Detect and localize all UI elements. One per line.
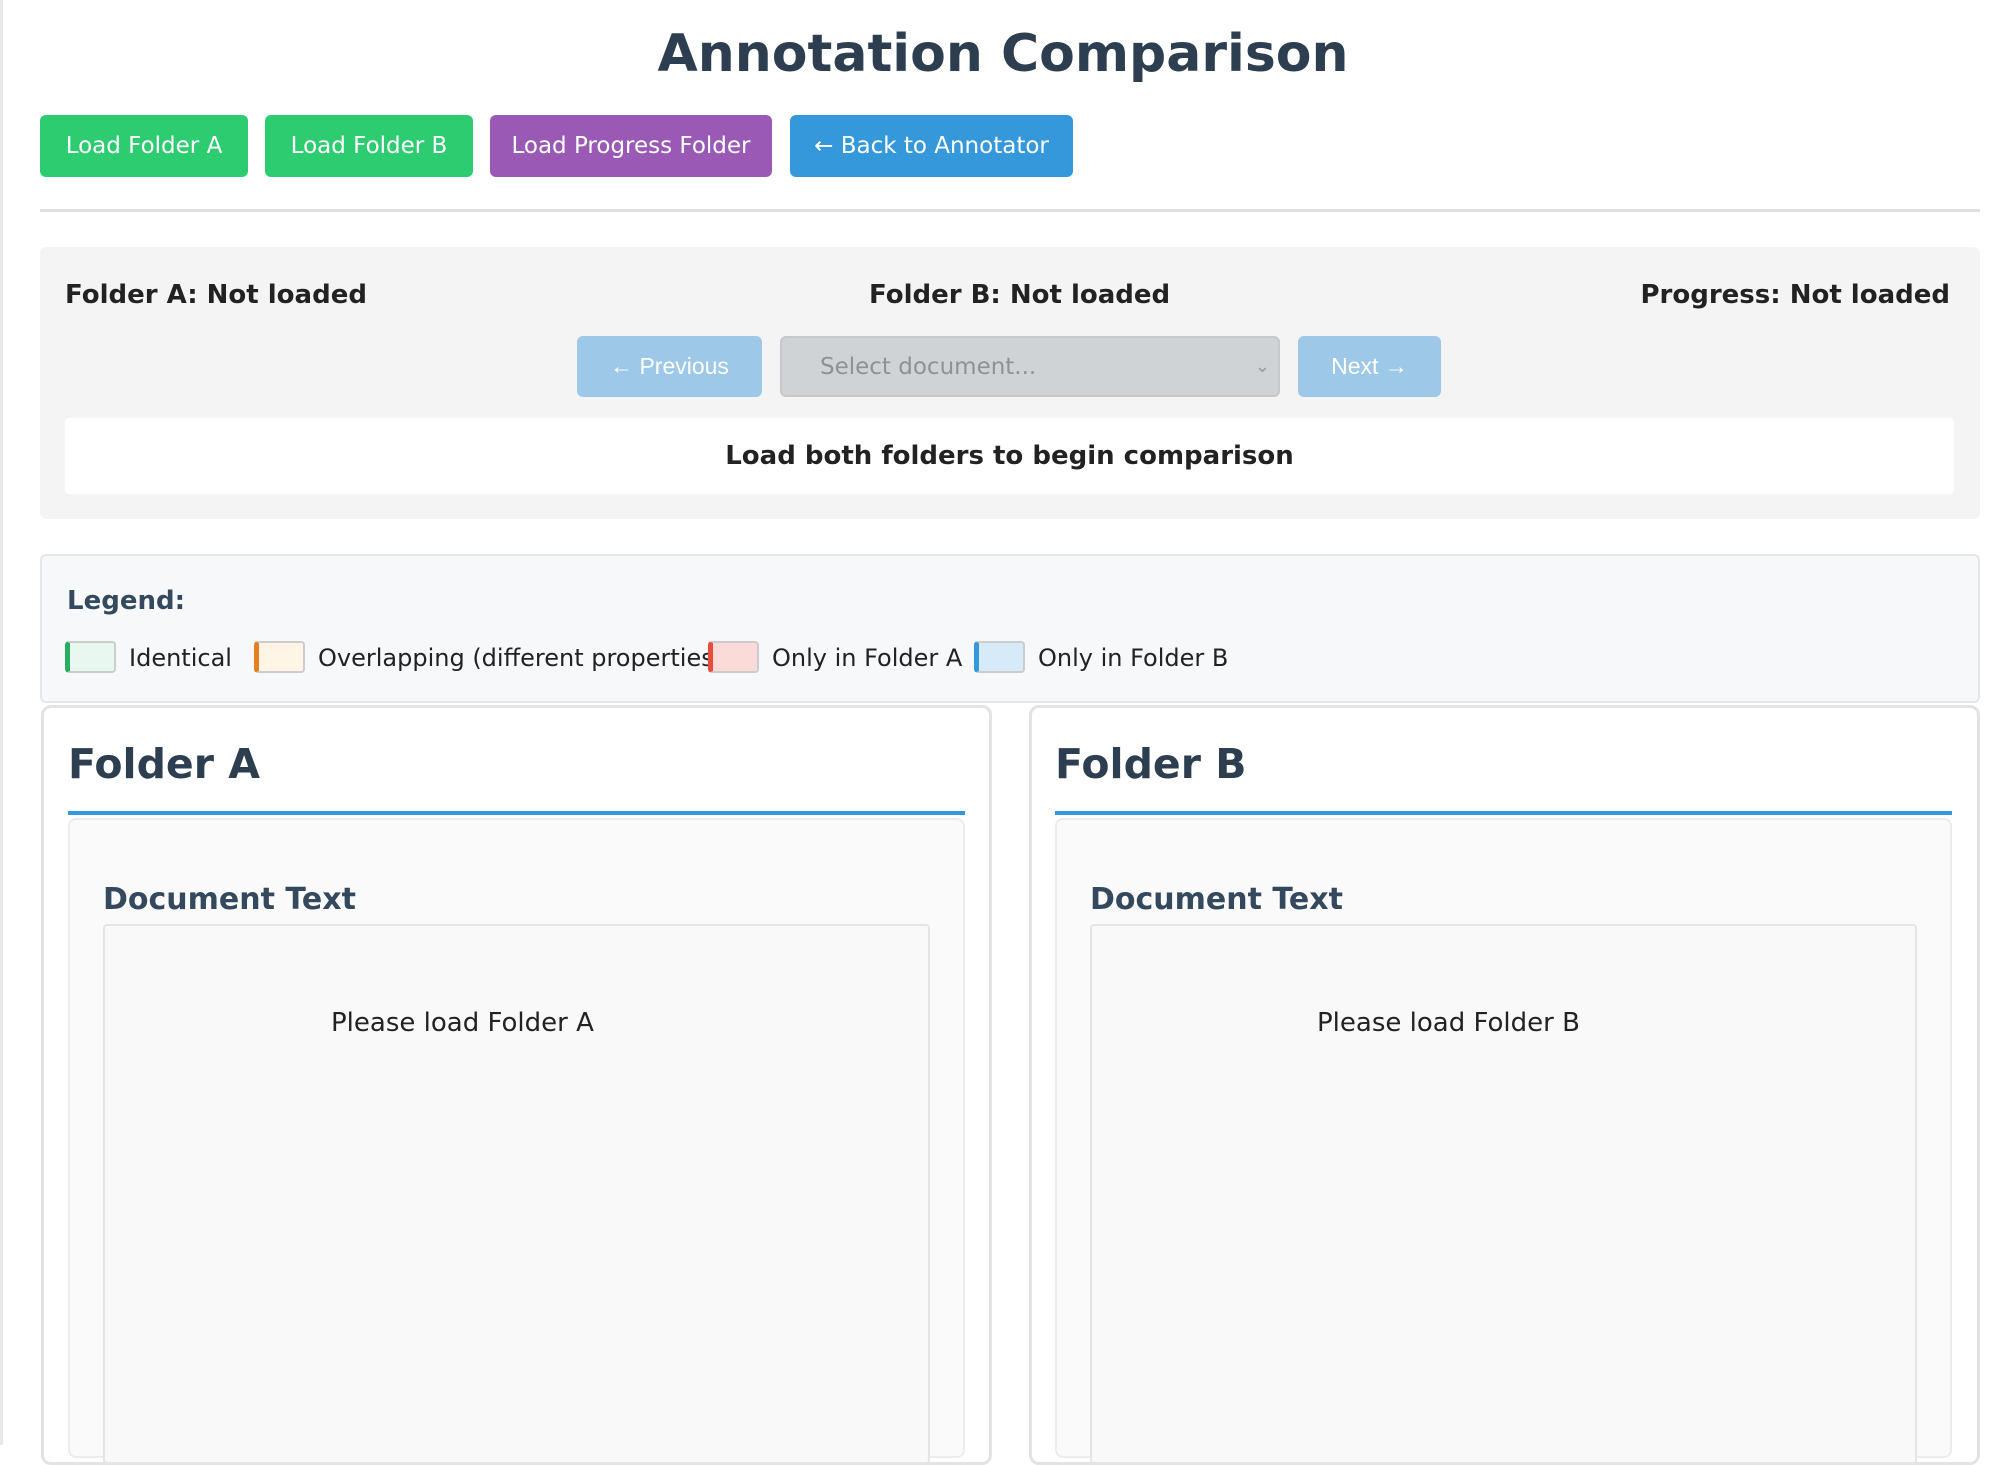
status-message: Load both folders to begin comparison	[65, 418, 1954, 494]
chevron-down-icon: ⌄	[1254, 356, 1270, 377]
load-folder-b-button[interactable]: Load Folder B	[265, 115, 473, 177]
folder-a-heading: Folder A	[68, 740, 260, 788]
load-folder-a-button[interactable]: Load Folder A	[40, 115, 248, 177]
legend-title: Legend:	[67, 586, 185, 616]
document-select[interactable]: Select document... ⌄	[780, 336, 1280, 397]
next-button[interactable]: Next →	[1298, 336, 1441, 397]
document-text-heading: Document Text	[103, 882, 356, 917]
previous-button[interactable]: ← Previous	[577, 336, 762, 397]
legend-label: Only in Folder B	[1038, 644, 1229, 672]
folder-a-placeholder: Please load Folder A	[331, 1008, 594, 1038]
legend-swatch-overlapping	[254, 641, 305, 673]
legend-swatch-only-a	[708, 641, 759, 673]
legend-swatch-identical	[65, 641, 116, 673]
load-progress-folder-button[interactable]: Load Progress Folder	[490, 115, 772, 177]
document-text-heading: Document Text	[1090, 882, 1343, 917]
folder-b-placeholder: Please load Folder B	[1317, 1008, 1580, 1038]
divider	[40, 209, 1980, 212]
folder-a-document-text	[103, 924, 930, 1464]
folder-a-status: Folder A: Not loaded	[65, 280, 367, 310]
legend-label: Only in Folder A	[772, 644, 963, 672]
back-to-annotator-button[interactable]: ← Back to Annotator	[790, 115, 1073, 177]
folder-b-document-text	[1090, 924, 1917, 1464]
page-title: Annotation Comparison	[657, 24, 1349, 84]
folder-b-heading: Folder B	[1055, 740, 1247, 788]
legend-swatch-only-b	[974, 641, 1025, 673]
folder-b-status: Folder B: Not loaded	[869, 280, 1171, 310]
legend-label: Identical	[129, 644, 232, 672]
select-placeholder: Select document...	[820, 353, 1037, 380]
legend	[40, 554, 1980, 703]
heading-underline	[68, 811, 965, 815]
legend-label: Overlapping (different properties)	[318, 644, 724, 672]
heading-underline	[1055, 811, 1952, 815]
progress-status: Progress: Not loaded	[1640, 280, 1951, 310]
